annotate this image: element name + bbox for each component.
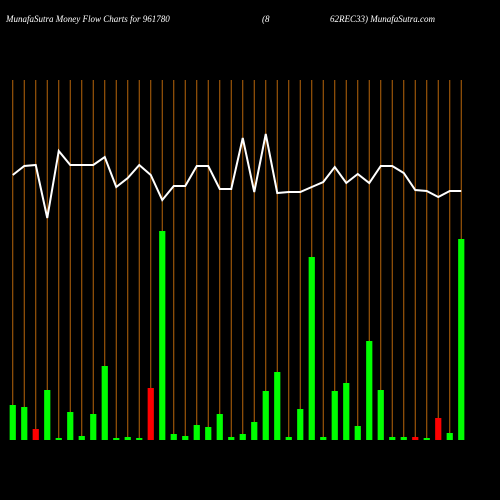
bar: [377, 390, 384, 440]
bar: [331, 391, 338, 440]
bar: [44, 390, 51, 440]
bar: [423, 438, 430, 440]
bar: [124, 437, 131, 440]
bar: [193, 425, 200, 440]
bar: [446, 433, 453, 440]
bar: [182, 436, 189, 440]
bar: [274, 372, 281, 440]
bar: [343, 383, 350, 440]
bar: [389, 437, 396, 440]
bar: [170, 434, 177, 440]
bar: [297, 409, 304, 440]
bar: [67, 412, 74, 440]
bar: [354, 426, 361, 440]
bar: [55, 438, 62, 440]
bar: [262, 391, 269, 440]
bar: [308, 257, 315, 440]
bar: [216, 414, 223, 440]
bar: [239, 434, 246, 440]
bar: [113, 438, 120, 440]
bar: [90, 414, 97, 440]
bar: [285, 437, 292, 440]
bar: [136, 438, 143, 440]
bar: [101, 366, 108, 440]
money-flow-line: [12, 133, 462, 219]
bar: [78, 436, 85, 440]
bar: [251, 422, 258, 440]
chart-title: MunafaSutra Money Flow Charts for 961780: [5, 14, 170, 24]
bar: [9, 405, 16, 440]
bar: [366, 341, 373, 440]
chart-subtitle: (8: [262, 14, 270, 24]
bar: [435, 418, 442, 440]
bar: [32, 429, 39, 440]
bar: [320, 437, 327, 440]
bar: [228, 437, 235, 440]
bar: [147, 388, 154, 440]
bar: [400, 437, 407, 440]
bar: [21, 407, 28, 440]
bar: [159, 231, 166, 440]
bar: [412, 437, 419, 440]
bar: [458, 239, 465, 440]
chart-subtitle: 62REC33) MunafaSutra.com: [330, 14, 435, 24]
bar: [205, 427, 212, 440]
